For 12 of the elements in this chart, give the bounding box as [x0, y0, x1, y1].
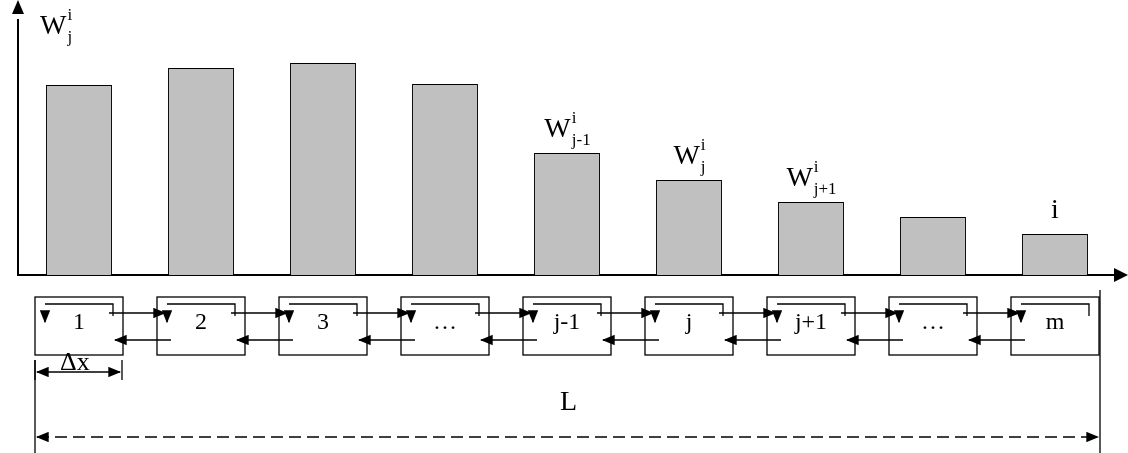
x-tick-label: j+1	[793, 308, 828, 335]
x-tick-label: …	[921, 308, 945, 335]
x-tick-label: …	[433, 308, 457, 335]
x-tick-label: 2	[195, 308, 207, 335]
x-tick-label: j-1	[552, 308, 581, 335]
text: Δx	[60, 347, 90, 376]
x-tick-label: j	[684, 308, 693, 335]
annotation: i	[1051, 193, 1060, 225]
x-tick-label: m	[1045, 308, 1065, 335]
x-tick-label: 1	[73, 308, 85, 335]
x-tick-label: 3	[317, 308, 329, 335]
text: L	[560, 385, 578, 416]
